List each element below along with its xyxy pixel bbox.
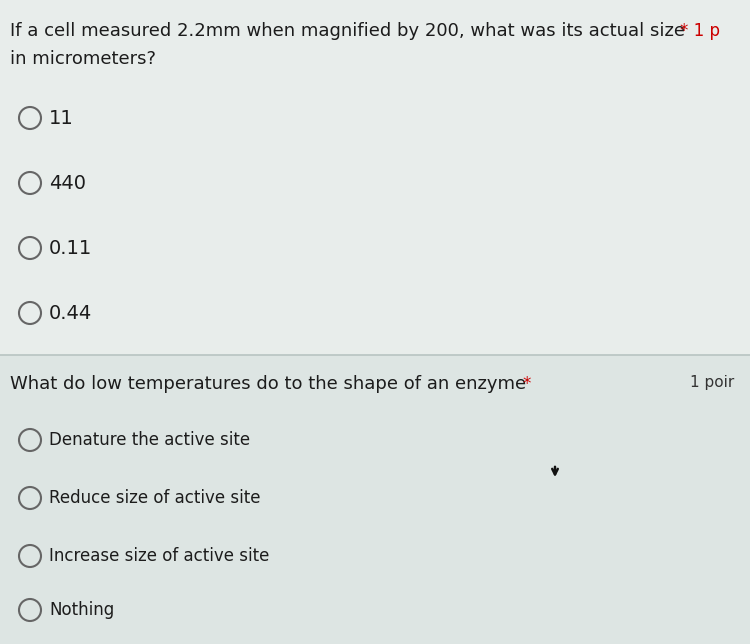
Text: What do low temperatures do to the shape of an enzyme: What do low temperatures do to the shape… [10, 375, 526, 393]
Text: Denature the active site: Denature the active site [49, 431, 250, 449]
Text: 0.44: 0.44 [49, 303, 92, 323]
Text: If a cell measured 2.2mm when magnified by 200, what was its actual size: If a cell measured 2.2mm when magnified … [10, 22, 685, 40]
Text: Nothing: Nothing [49, 601, 114, 619]
Text: * 1 p: * 1 p [680, 22, 720, 40]
Text: in micrometers?: in micrometers? [10, 50, 156, 68]
Bar [0, 0, 750, 355]
Text: *: * [522, 375, 530, 393]
Text: Reduce size of active site: Reduce size of active site [49, 489, 260, 507]
Bar [0, 355, 750, 644]
Text: 11: 11 [49, 108, 74, 128]
Text: 0.11: 0.11 [49, 238, 92, 258]
Text: Increase size of active site: Increase size of active site [49, 547, 269, 565]
Text: 1 poir: 1 poir [690, 375, 734, 390]
Text: 440: 440 [49, 173, 86, 193]
